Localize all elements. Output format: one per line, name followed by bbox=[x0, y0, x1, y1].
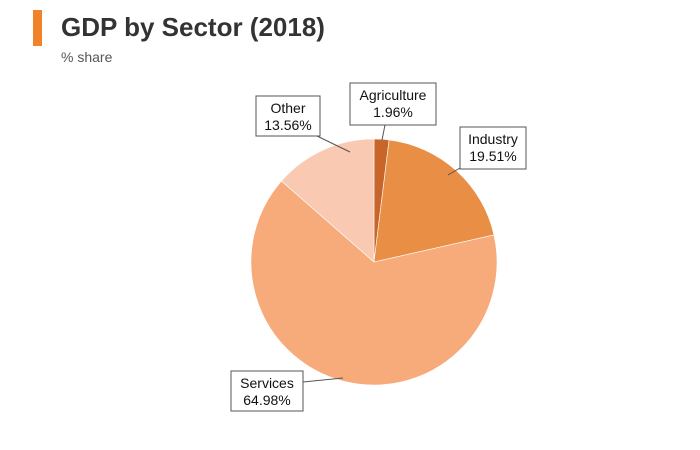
callout-leader-other bbox=[316, 135, 351, 153]
callout-box-agriculture bbox=[349, 82, 437, 126]
title-accent-bar bbox=[33, 10, 42, 46]
data-label-other-name: Other bbox=[270, 100, 305, 116]
callout-leader-industry bbox=[447, 167, 461, 176]
data-label-services-value: 64.98% bbox=[243, 392, 290, 408]
callout-leader-services bbox=[302, 377, 344, 383]
data-label-other-value: 13.56% bbox=[264, 117, 311, 133]
callout-leader-agriculture bbox=[381, 124, 386, 141]
chart-subtitle: % share bbox=[61, 49, 113, 65]
data-label-services-name: Services bbox=[240, 375, 294, 391]
chart-title: GDP by Sector (2018) bbox=[61, 12, 325, 42]
callout-box-services bbox=[230, 370, 304, 412]
data-label-agriculture-value: 1.96% bbox=[373, 104, 413, 120]
callout-box-industry bbox=[459, 126, 527, 170]
data-label-agriculture-name: Agriculture bbox=[360, 87, 427, 103]
data-label-industry-value: 19.51% bbox=[469, 148, 516, 164]
pie-slice-other bbox=[281, 138, 375, 263]
callout-box-other bbox=[255, 95, 321, 137]
data-label-industry-name: Industry bbox=[468, 131, 518, 147]
pie-slice-services bbox=[250, 180, 498, 386]
pie-slice-industry bbox=[373, 139, 495, 263]
